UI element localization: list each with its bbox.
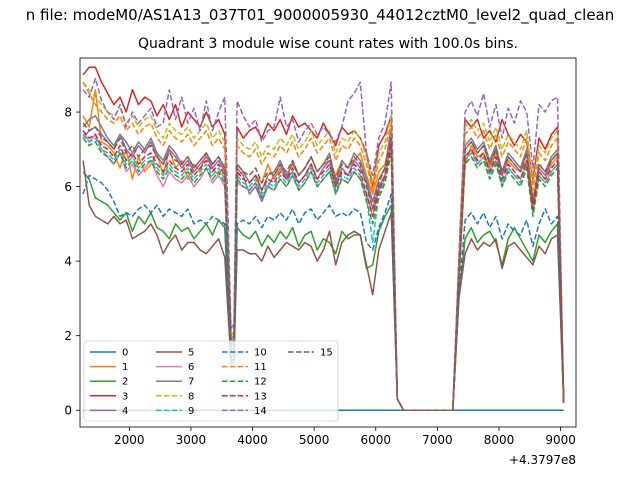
legend-label-3: 3 bbox=[122, 391, 128, 402]
x-tick-label: 4000 bbox=[237, 433, 268, 447]
series-line-11 bbox=[82, 81, 565, 411]
y-tick-label: 6 bbox=[64, 180, 72, 194]
legend-label-0: 0 bbox=[122, 348, 128, 359]
series-line-14 bbox=[82, 77, 565, 411]
series-line-9 bbox=[82, 133, 565, 411]
x-tick-label: 8000 bbox=[484, 433, 515, 447]
legend-label-7: 7 bbox=[188, 377, 194, 388]
legend-box bbox=[83, 340, 339, 422]
legend-label-1: 1 bbox=[122, 362, 128, 373]
y-tick-label: 4 bbox=[64, 255, 72, 269]
axes-frame bbox=[79, 57, 577, 428]
legend-label-15: 15 bbox=[320, 348, 333, 359]
legend-label-4: 4 bbox=[122, 406, 128, 417]
legend-label-5: 5 bbox=[188, 348, 194, 359]
x-tick-label: 2000 bbox=[114, 433, 145, 447]
chart-title: Quadrant 3 module wise count rates with … bbox=[138, 36, 518, 52]
series-line-5 bbox=[82, 160, 565, 411]
x-tick-label: 5000 bbox=[299, 433, 330, 447]
legend-label-6: 6 bbox=[188, 362, 194, 373]
legend-label-10: 10 bbox=[254, 348, 267, 359]
x-tick-label: 6000 bbox=[360, 433, 391, 447]
x-offset-label: +4.3797e8 bbox=[509, 453, 576, 467]
legend-label-13: 13 bbox=[254, 391, 267, 402]
series-line-2 bbox=[82, 171, 565, 411]
legend-label-8: 8 bbox=[188, 391, 194, 402]
x-tick-label: 3000 bbox=[176, 433, 207, 447]
series-line-10 bbox=[82, 174, 565, 411]
legend-label-9: 9 bbox=[188, 406, 194, 417]
x-tick-label: 7000 bbox=[422, 433, 453, 447]
y-tick-label: 8 bbox=[64, 106, 72, 120]
legend-label-11: 11 bbox=[254, 362, 267, 373]
series-line-7 bbox=[82, 115, 565, 411]
series-line-15 bbox=[82, 122, 565, 411]
series-group bbox=[82, 66, 565, 411]
legend-label-2: 2 bbox=[122, 377, 128, 388]
series-line-8 bbox=[82, 81, 565, 411]
figure-suptitle: n file: modeM0/AS1A13_037T01_9000005930_… bbox=[25, 6, 615, 24]
series-line-13 bbox=[82, 130, 565, 411]
legend-label-12: 12 bbox=[254, 377, 267, 388]
x-tick-label: 9000 bbox=[545, 433, 576, 447]
y-tick-label: 0 bbox=[64, 404, 72, 418]
legend-label-14: 14 bbox=[254, 406, 267, 417]
series-line-12 bbox=[82, 137, 565, 411]
y-tick-label: 2 bbox=[64, 329, 72, 343]
